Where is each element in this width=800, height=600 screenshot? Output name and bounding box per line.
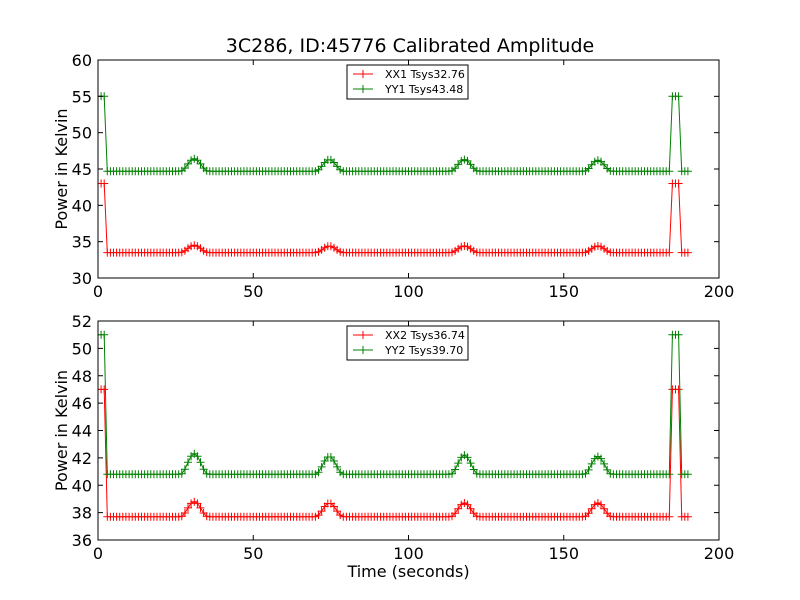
top-x-tick-label: 200 xyxy=(704,282,735,301)
top-legend-marker-2 xyxy=(359,85,367,93)
bottom-y-tick-label: 46 xyxy=(72,394,92,413)
bottom-y-tick-label: 44 xyxy=(72,422,92,441)
top-legend-entry-xx1: XX1 Tsys32.76 xyxy=(353,68,465,81)
bottom-x-tick-label: 0 xyxy=(93,544,103,563)
bottom-legend-marker-1 xyxy=(359,331,367,339)
bottom-y-tick-label: 40 xyxy=(72,476,92,495)
bottom-y-tick-label: 50 xyxy=(72,339,92,358)
bottom-x-tick-label: 50 xyxy=(243,544,263,563)
bottom-y-tick-label: 36 xyxy=(72,531,92,550)
top-x-tick-label: 150 xyxy=(548,282,579,301)
bottom-legend-label-yy2: YY2 Tsys39.70 xyxy=(384,344,463,357)
bottom-legend-entry-yy2: YY2 Tsys39.70 xyxy=(353,344,463,357)
bottom-x-tick-label: 150 xyxy=(548,544,579,563)
bottom-y-tick-label: 42 xyxy=(72,449,92,468)
bottom-x-axis-label: Time (seconds) xyxy=(346,562,469,581)
bottom-y-tick-label: 38 xyxy=(72,504,92,523)
top-y-tick-label: 45 xyxy=(72,160,92,179)
top-legend-box xyxy=(346,64,469,100)
bottom-x-tick-label: 200 xyxy=(704,544,735,563)
top-y-tick-label: 30 xyxy=(72,269,92,288)
bottom-legend: XX2 Tsys36.74 YY2 Tsys39.70 xyxy=(346,325,469,361)
top-series-layer xyxy=(98,92,692,257)
bottom-panel: 0 50 100 150 200 36 38 40 42 44 46 48 50 52 Power in … xyxy=(52,312,734,581)
top-panel: 0 50 100 150 200 30 35 40 45 50 55 60 Power in Kelv… xyxy=(52,51,734,301)
top-x-tick-label: 0 xyxy=(93,282,103,301)
bottom-legend-label-xx2: XX2 Tsys36.74 xyxy=(385,329,465,342)
top-legend-marker-1 xyxy=(359,70,367,78)
bottom-series-markers-2 xyxy=(98,330,692,479)
top-y-axis-label: Power in Kelvin xyxy=(52,108,71,229)
top-x-tick-label: 100 xyxy=(393,282,424,301)
top-y-tick-label: 35 xyxy=(72,233,92,252)
bottom-legend-box xyxy=(346,325,469,361)
bottom-series-layer xyxy=(98,330,692,521)
top-series-markers-2 xyxy=(98,92,692,176)
bottom-ticks: 0 50 100 150 200 36 38 40 42 44 46 48 50 52 xyxy=(72,312,735,563)
top-legend: XX1 Tsys32.76 YY1 Tsys43.48 xyxy=(346,64,469,100)
top-ticks: 0 50 100 150 200 30 35 40 45 50 55 60 xyxy=(72,51,735,301)
top-y-tick-label: 60 xyxy=(72,51,92,70)
top-y-tick-label: 40 xyxy=(72,196,92,215)
top-y-tick-label: 50 xyxy=(72,124,92,143)
bottom-y-axis-label: Power in Kelvin xyxy=(52,370,71,491)
bottom-y-tick-label: 52 xyxy=(72,312,92,331)
top-y-tick-label: 55 xyxy=(72,87,92,106)
bottom-legend-entry-xx2: XX2 Tsys36.74 xyxy=(353,329,465,342)
top-legend-label-yy1: YY1 Tsys43.48 xyxy=(384,83,463,96)
bottom-series-markers-1 xyxy=(98,385,692,521)
bottom-legend-marker-2 xyxy=(359,346,367,354)
bottom-x-tick-label: 100 xyxy=(393,544,424,563)
top-legend-entry-yy1: YY1 Tsys43.48 xyxy=(353,83,463,96)
top-x-tick-label: 50 xyxy=(243,282,263,301)
bottom-y-tick-label: 48 xyxy=(72,367,92,386)
top-series-markers-1 xyxy=(98,179,692,257)
chart-title: 3C286, ID:45776 Calibrated Amplitude xyxy=(226,35,594,57)
top-legend-label-xx1: XX1 Tsys32.76 xyxy=(385,68,465,81)
